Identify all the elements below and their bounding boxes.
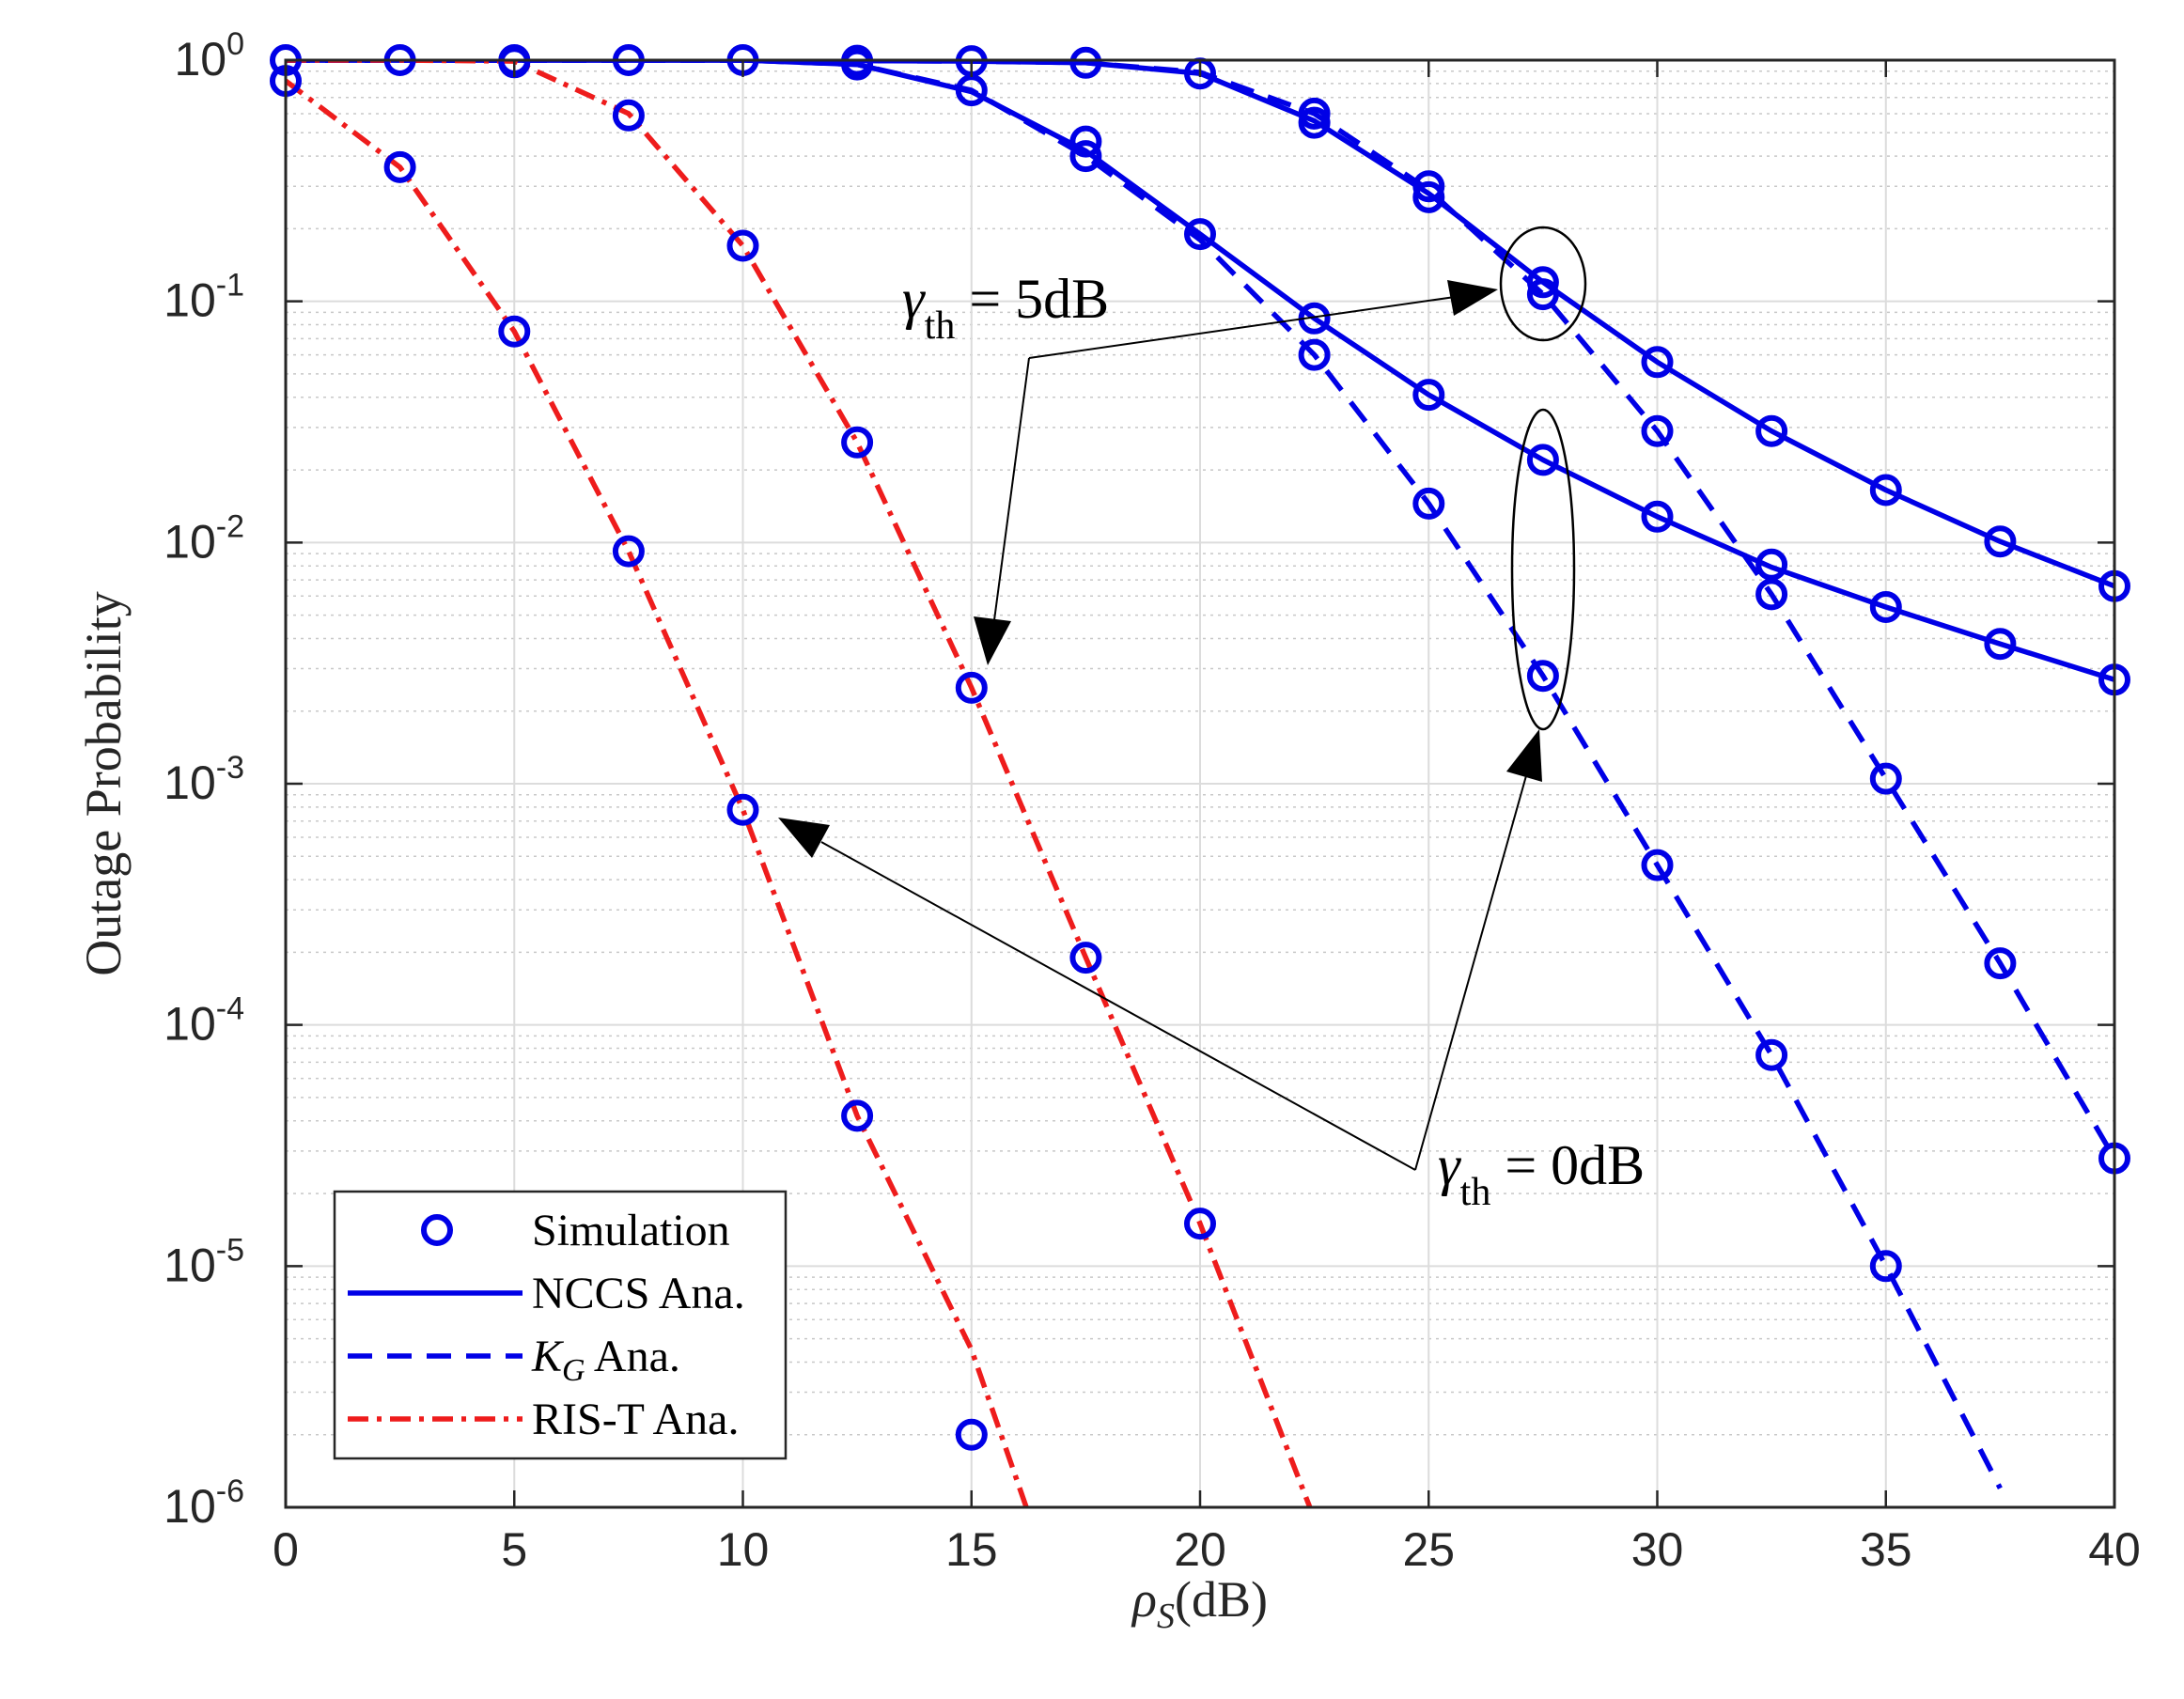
simulation-point [1412,487,1445,520]
simulation-point [955,74,988,107]
simulation-point [1298,106,1331,139]
simulation-point [383,150,416,183]
simulation-point [1869,1250,1902,1283]
simulation-point [1755,578,1788,611]
x-tick-label: 35 [1860,1523,1912,1576]
x-tick-label: 15 [945,1523,998,1576]
annotation-arrow-0db-left-line [820,841,1416,1171]
simulation-point [1298,338,1331,371]
legend-entry-kg: KG Ana. [348,1332,680,1388]
simulation-point [1755,414,1788,447]
simulation-point [841,1099,874,1132]
annotation-ellipse-5db [1499,226,1587,342]
annotation-ellipse-0db [1510,408,1576,731]
x-axis-unit: (dB) [1175,1571,1268,1628]
annotation-arrow-5db-right-head [1447,280,1498,316]
simulation-point [841,426,874,459]
x-axis-label: ρS(dB) [1131,1571,1268,1636]
x-axis-symbol: ρ [1131,1571,1157,1628]
legend-entry-rist: RIS-T Ana. [348,1395,739,1444]
simulation-point [955,671,988,704]
legend-label-nccs: NCCS Ana. [532,1269,745,1318]
simulation-point [1069,46,1102,79]
simulation-point [1069,140,1102,173]
legend-marker-circle-icon [421,1214,453,1246]
y-axis-ticks: 100 10-1 10-2 10-3 10-4 10-5 10-6 [164,26,2114,1533]
simulation-point [1184,218,1216,251]
x-tick-label: 25 [1402,1523,1455,1576]
annotation-arrow-5db-down-line [993,357,1030,621]
simulation-point [1641,414,1674,447]
annotation-gamma-5db: γth = 5dB [902,268,1109,348]
legend-label-kg: KG Ana. [531,1332,680,1388]
simulation-point [726,229,759,262]
simulation-point [1526,278,1559,311]
y-tick-label: 10-2 [164,508,244,568]
series-line-1 [286,60,2114,682]
annotation-arrow-5db-right-line [1028,296,1456,359]
y-tick-label: 10-4 [164,991,244,1051]
simulation-point [1526,266,1559,299]
x-tick-label: 20 [1174,1523,1226,1576]
simulation-point [1298,97,1331,130]
y-tick-label: 10-5 [164,1232,244,1291]
simulation-point [1526,660,1559,693]
y-tick-label: 10-3 [164,750,244,809]
simulation-point [612,99,645,132]
simulation-point [1641,849,1674,881]
x-tick-label: 0 [273,1523,299,1576]
simulation-point [1869,591,1902,623]
simulation-point [955,1418,988,1451]
legend-entry-simulation: Simulation [421,1206,730,1255]
simulation-point [1869,474,1902,507]
legend-entry-nccs: NCCS Ana. [348,1269,745,1318]
simulation-point [1069,942,1102,974]
legend-label-simulation: Simulation [532,1206,730,1255]
y-axis-label: Outage Probability [75,591,132,975]
annotations: γth = 5dB γth = 0dB [778,226,1645,1214]
x-tick-label: 40 [2088,1523,2141,1576]
simulation-point [1412,170,1445,203]
y-tick-label: 10-6 [164,1473,244,1533]
simulation-point [1984,525,2017,558]
simulation-point [841,48,874,81]
simulation-point [1526,444,1559,476]
x-axis-ticks: 0 5 10 15 20 25 30 35 40 [273,60,2141,1576]
simulation-point [1184,1208,1216,1240]
series-line-5 [286,78,1029,1507]
x-tick-label: 5 [501,1523,527,1576]
legend: Simulation NCCS Ana. KG Ana. RIS-T Ana. [333,1190,788,1460]
y-tick-label: 100 [174,26,244,86]
legend-label-rist: RIS-T Ana. [532,1395,739,1444]
simulation-point [1755,548,1788,581]
simulation-point [1641,346,1674,379]
annotation-arrow-0db-left-head [778,818,830,858]
simulation-point [1755,1038,1788,1071]
legend-box [333,1190,788,1460]
annotation-arrow-5db-down-head [974,616,1011,665]
simulation-point [1869,762,1902,795]
simulation-point [1984,947,2017,980]
x-tick-label: 10 [717,1523,770,1576]
simulation-point [612,535,645,568]
annotation-gamma-0db: γth = 0dB [1438,1134,1645,1214]
x-tick-label: 30 [1631,1523,1684,1576]
series-line-3 [286,60,2003,1489]
annotation-arrow-0db-up-line [1414,772,1528,1171]
simulation-point [1412,180,1445,213]
simulation-point [1641,500,1674,533]
simulation-point [1069,125,1102,158]
simulation-point [498,315,531,348]
y-tick-label: 10-1 [164,268,244,327]
annotation-arrow-0db-up-head [1506,729,1542,782]
simulation-point [726,793,759,826]
simulation-point [1984,628,2017,661]
simulation-point [1412,379,1445,412]
x-axis-subscript: S [1157,1597,1175,1636]
